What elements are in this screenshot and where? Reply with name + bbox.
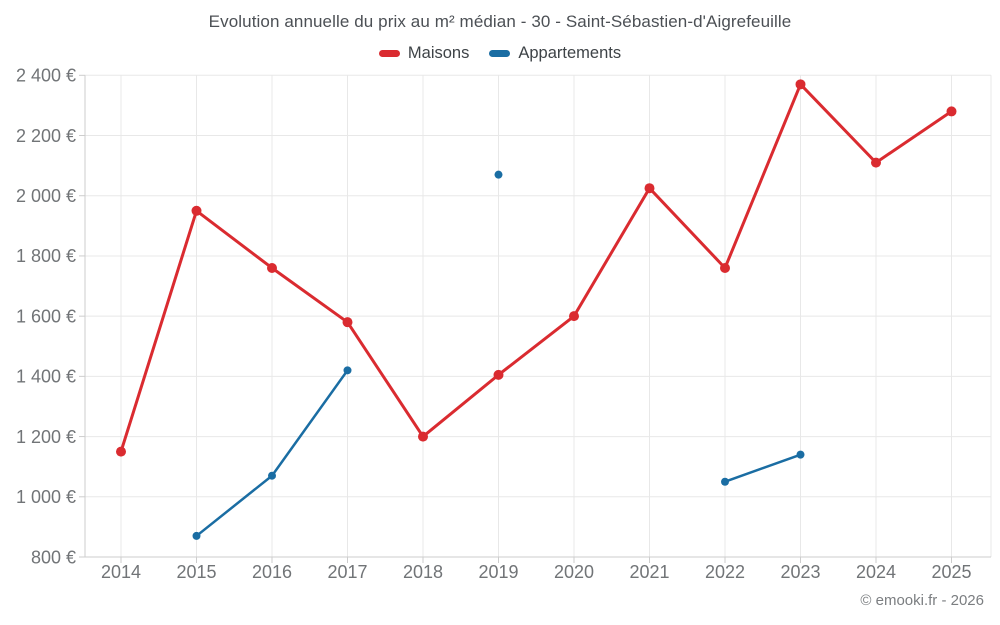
legend-swatch-maisons [378, 50, 400, 57]
legend-swatch-appartements [489, 50, 511, 57]
x-axis-label: 2024 [856, 562, 896, 582]
x-axis-label: 2015 [176, 562, 216, 582]
series-line-appartements [723, 453, 802, 483]
data-point-maisons-2019[interactable] [493, 369, 504, 380]
data-point-maisons-2018[interactable] [418, 431, 428, 442]
data-point-appartements-2017[interactable] [343, 366, 352, 375]
x-axis-label: 2018 [403, 562, 443, 582]
legend-item-appartements[interactable]: Appartements [489, 44, 621, 63]
data-point-appartements-2019[interactable] [494, 170, 503, 179]
data-point-maisons-2022[interactable] [720, 262, 730, 273]
data-point-maisons-2017[interactable] [342, 317, 353, 328]
y-axis-label: 2 400 € [16, 66, 76, 86]
y-axis-label: 1 200 € [16, 427, 76, 447]
data-point-appartements-2022[interactable] [721, 477, 729, 486]
data-point-maisons-2015[interactable] [191, 205, 202, 216]
x-axis-label: 2019 [478, 562, 518, 582]
data-point-maisons-2021[interactable] [644, 183, 655, 194]
data-point-maisons-2024[interactable] [871, 157, 881, 168]
copyright-text: © emooki.fr - 2026 [860, 592, 984, 609]
x-axis-label: 2017 [327, 562, 367, 582]
legend-label-appartements: Appartements [518, 44, 622, 62]
data-point-maisons-2025[interactable] [946, 106, 957, 117]
data-point-appartements-2016[interactable] [268, 471, 276, 480]
x-axis-label: 2022 [705, 562, 745, 582]
x-axis-label: 2023 [780, 562, 820, 582]
y-axis-label: 1 600 € [16, 306, 76, 326]
y-axis-label: 2 000 € [16, 186, 76, 206]
y-axis-label: 2 200 € [16, 126, 76, 146]
chart-title: Evolution annuelle du prix au m² médian … [208, 12, 792, 31]
y-axis-label: 1 400 € [16, 367, 76, 387]
data-point-appartements-2023[interactable] [796, 450, 805, 459]
chart-legend: Maisons Appartements [0, 44, 1000, 63]
data-point-maisons-2016[interactable] [267, 262, 277, 273]
legend-label-maisons: Maisons [407, 44, 470, 62]
data-point-maisons-2023[interactable] [795, 79, 806, 90]
data-point-maisons-2020[interactable] [569, 311, 579, 322]
x-axis-label: 2016 [252, 562, 292, 582]
x-axis-label: 2025 [931, 562, 971, 582]
y-axis-label: 1 800 € [16, 246, 76, 266]
legend-item-maisons[interactable]: Maisons [378, 44, 470, 63]
data-point-maisons-2014[interactable] [116, 446, 126, 457]
series-line-maisons [119, 82, 953, 454]
x-axis-label: 2014 [101, 562, 141, 582]
x-axis-label: 2020 [554, 562, 594, 582]
y-axis-label: 800 € [31, 547, 76, 567]
x-axis-label: 2021 [629, 562, 669, 582]
y-axis-label: 1 000 € [16, 487, 76, 507]
data-point-appartements-2015[interactable] [192, 531, 201, 540]
